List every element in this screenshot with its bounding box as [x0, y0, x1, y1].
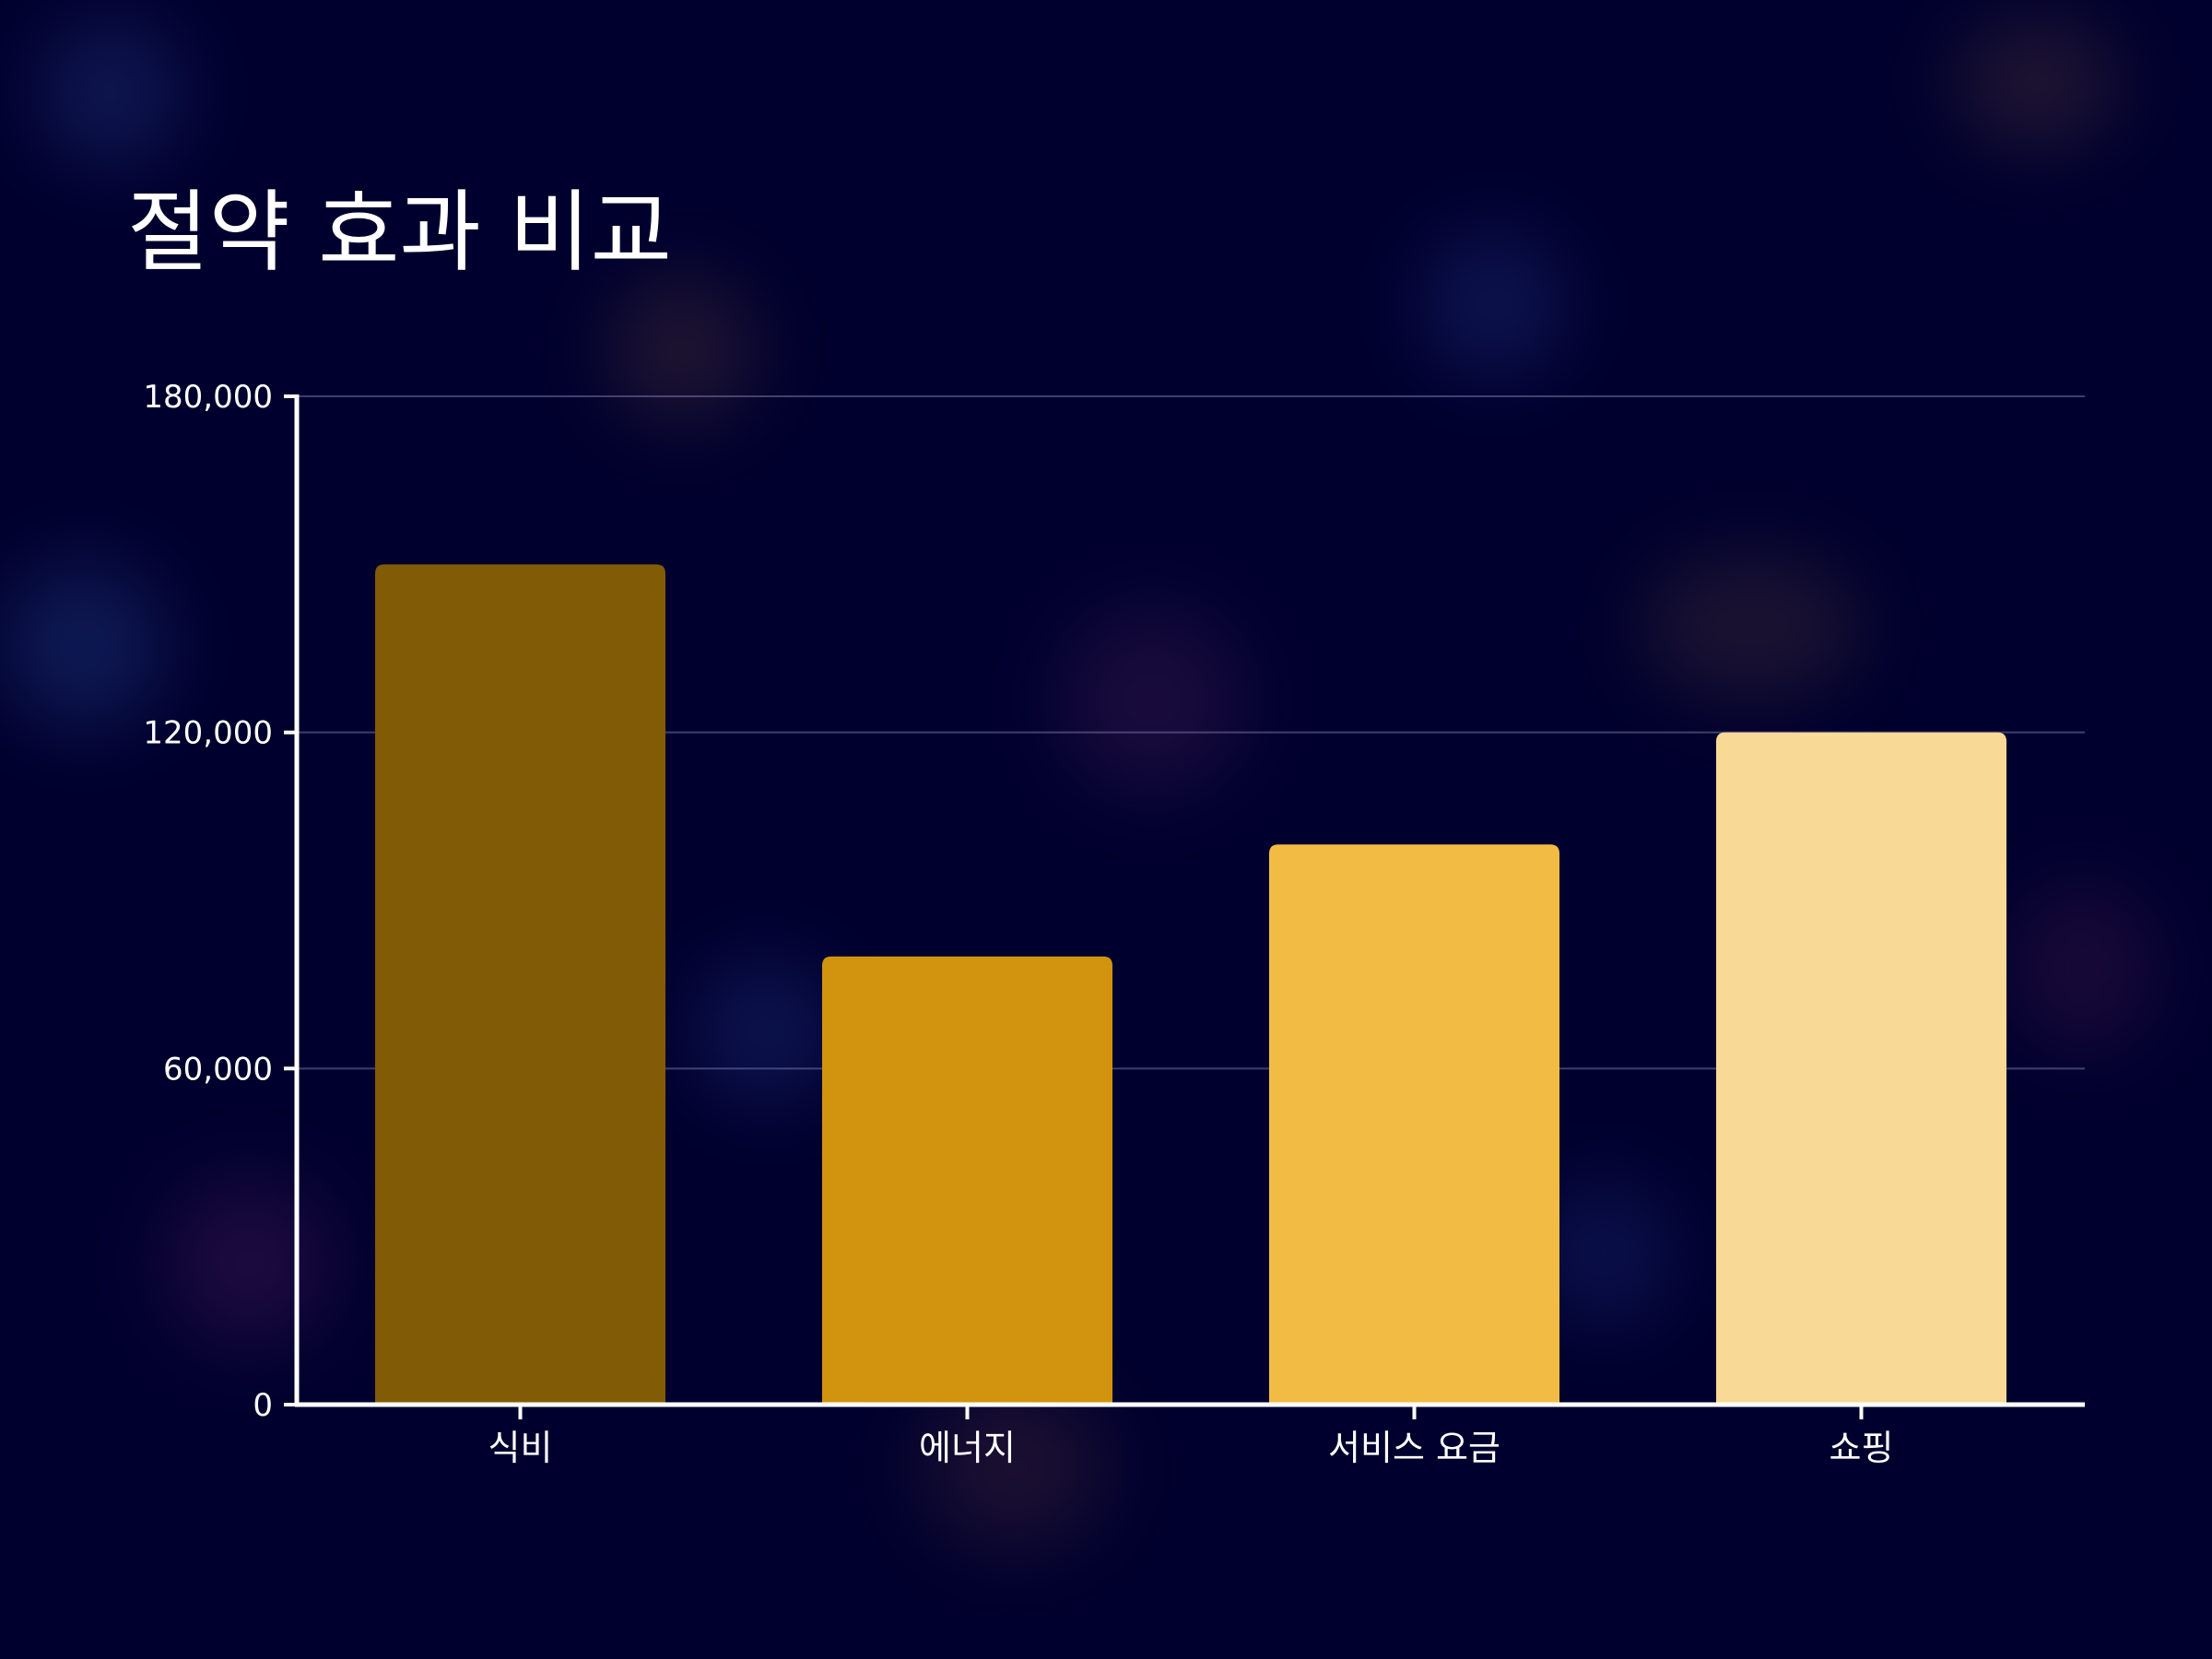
chart-title: 절약 효과 비교 [127, 181, 672, 284]
y-tick-label: 120,000 [143, 715, 273, 752]
y-tick-label: 180,000 [143, 379, 273, 416]
tick-labels: 0 60,000 120,000 180,000 식비 에너지 서비스 요금 쇼핑 [143, 379, 1893, 1468]
bar [822, 956, 1112, 1405]
x-tick-label: 서비스 요금 [1328, 1428, 1500, 1468]
y-tick-label: 60,000 [163, 1051, 273, 1088]
bar [1269, 844, 1559, 1405]
x-tick-label: 에너지 [919, 1428, 1016, 1468]
axes [284, 394, 2085, 1419]
bar [1716, 732, 2006, 1405]
bar [375, 564, 665, 1405]
bars [375, 564, 2006, 1405]
x-tick-label: 쇼핑 [1830, 1428, 1894, 1468]
x-tick-label: 식비 [488, 1428, 553, 1468]
y-tick-label: 0 [253, 1387, 273, 1424]
